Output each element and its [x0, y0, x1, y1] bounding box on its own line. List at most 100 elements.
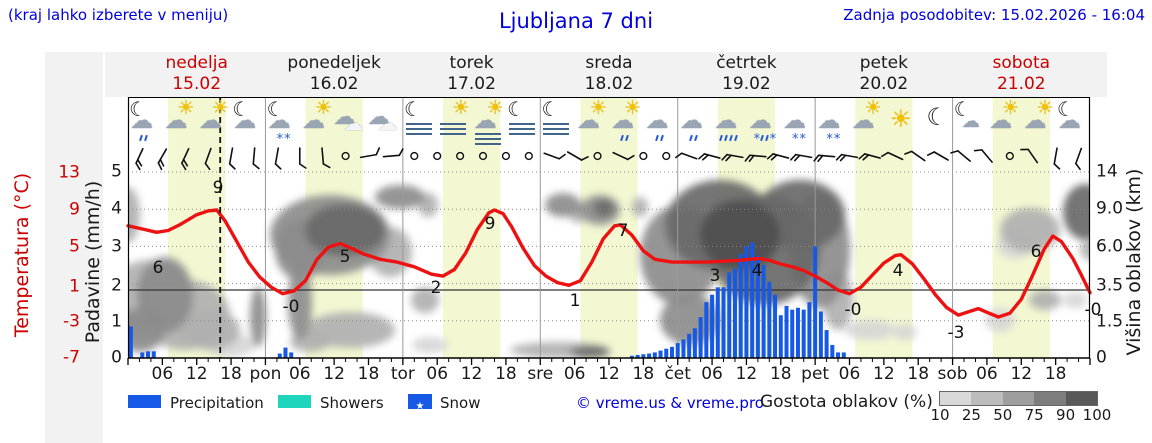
cloud-height-axis-tick: 1.5: [1096, 311, 1124, 332]
colorbar-tick-label: 75: [1024, 406, 1044, 424]
page-title: Ljubljana 7 dni: [498, 9, 654, 33]
snow-legend-label: Snow: [440, 394, 481, 412]
wind-barb-icon: [813, 154, 836, 163]
colorbar-tick-label: 10: [930, 406, 950, 424]
rain-mark: [144, 134, 149, 142]
meteogram-plot-area: ☾ ☁ ☀ ☁ ☀ ☁ ☾ ☁ ☾ ☁ ** ☀ ☁ ☁ ☁ ☁ ☁ ☾ ☀ ☀ ☁ ☾ ☾ ☀ ☁ ☀ ☁ ☁ ☁ ☁ ☁ * * ☁ ** ☁ **…: [126, 97, 1092, 365]
snowtx-glyph: *: [769, 132, 778, 147]
wind-calm-icon: [662, 151, 671, 161]
colorbar-segment: [971, 392, 1003, 405]
fog-icon: [509, 123, 536, 125]
snowtx-glyph: **: [791, 132, 807, 147]
fog-icon: [543, 123, 570, 125]
cloud-glyph: ☁: [782, 108, 806, 134]
wind-barb-icon: [181, 147, 190, 171]
colorbar-segment: [940, 392, 972, 405]
precip-axis-tick: 1: [111, 311, 122, 332]
temperature-label: 4: [751, 261, 763, 281]
colorbar-tick-label: 50: [993, 406, 1013, 424]
precip-axis-tick: 3: [111, 236, 122, 257]
precipitation-legend-swatch: [128, 395, 161, 408]
day-header: ponedeljek 16.02: [287, 53, 380, 95]
moon-glyph: ☾: [507, 97, 526, 121]
cloud-height-axis-tick: 3.5: [1096, 275, 1124, 296]
x-axis-tick-label: 18: [495, 364, 517, 384]
moon-glyph: ☾: [266, 97, 285, 121]
wind-calm-icon: [341, 151, 350, 161]
wind-barb-icon: [858, 153, 881, 161]
moon-glyph: ☾: [404, 97, 422, 121]
x-axis-tick-label: 06: [288, 364, 311, 384]
weather-icon-s: ☀: [883, 99, 919, 145]
colorbar-tick-label: 100: [1082, 406, 1112, 424]
temp-axis-tick: 9: [69, 199, 80, 220]
weather-icon-scf: ☀ ☁: [471, 99, 507, 145]
fog-icon: [474, 133, 501, 135]
x-axis-tick-label: tor: [390, 364, 415, 384]
rain-mark: [724, 134, 729, 142]
x-axis-tick-label: 18: [907, 364, 930, 384]
sun-glyph: ☀: [589, 97, 607, 119]
day-name: torek: [449, 53, 494, 73]
weather-icon-sc: ☀ ☁: [849, 99, 885, 145]
x-axis-tick-label: 12: [598, 364, 620, 384]
rain-mark: [689, 134, 693, 142]
weather-icon-crr: ☁: [711, 99, 747, 145]
cloud-glyph: ☁: [748, 108, 772, 134]
showers-legend-swatch: [278, 395, 311, 408]
plot-frame: [127, 97, 1091, 365]
wind-barb-icon: [204, 147, 212, 171]
credit-link[interactable]: © vreme.us & vreme.pro: [576, 394, 764, 412]
temperature-label: -0: [844, 300, 862, 320]
colorbar-segment: [1034, 392, 1066, 405]
weather-icon-cr: ☁: [643, 99, 679, 145]
weather-icon-cs: ☁ **: [780, 99, 816, 147]
snowtx-glyph: *: [753, 132, 762, 147]
day-date: 19.02: [722, 74, 771, 94]
x-axis-tick-label: 06: [976, 364, 998, 384]
cloud-glyph: ☁: [1057, 108, 1081, 134]
rain-mark: [620, 134, 625, 142]
cloudw-glyph: ☁: [343, 111, 364, 135]
wind-calm-icon: [478, 151, 488, 161]
weather-icon-scr: ☀ ☁: [608, 99, 644, 145]
cloud-height-axis-tick: 14: [1096, 161, 1118, 182]
wind-barb-icon: [904, 150, 926, 162]
temperature-label: 3: [709, 266, 721, 286]
weather-icon-msc: ☾ ☁: [952, 99, 988, 145]
rain-mark: [694, 134, 698, 142]
colorbar-segment: [1065, 392, 1098, 405]
snow-star-icon: ★: [415, 401, 425, 412]
day-header: sreda 18.02: [585, 53, 634, 95]
wind-barb-icon: [973, 149, 993, 163]
cloud-density-title: Gostota oblakov (%): [760, 392, 933, 412]
moon-glyph: ☾: [541, 97, 560, 121]
weather-icon-sf: ☀: [436, 99, 472, 145]
wind-barb-icon: [298, 147, 307, 169]
sun-glyph: ☀: [177, 97, 195, 119]
x-axis-tick-label: 12: [460, 364, 483, 384]
cloud-glyph: ☁: [1023, 108, 1047, 134]
wind-calm-icon: [456, 151, 465, 161]
temperature-label: -0: [1084, 300, 1102, 320]
x-axis-tick-label: 06: [701, 364, 723, 384]
moon-glyph: ☾: [232, 97, 251, 121]
wind-calm-icon: [433, 151, 442, 161]
cloud-glyph: ☁: [714, 108, 738, 134]
temperature-label: 6: [1030, 242, 1042, 262]
cloud-glyph: ☁: [130, 108, 154, 134]
weather-icon-cr: ☁: [677, 99, 713, 145]
fog-icon: [406, 123, 433, 125]
x-axis-tick-label: 06: [563, 364, 586, 384]
cloud-glyph: ☁: [989, 108, 1013, 134]
weather-icon-mcr: ☾ ☁: [127, 99, 163, 145]
wind-barb-icon: [950, 150, 971, 162]
cloudw-glyph: ☁: [377, 111, 398, 135]
x-axis-tick-label: 12: [873, 364, 895, 384]
fog-icon: [440, 123, 467, 125]
cloud-glyph: ☁: [576, 108, 600, 134]
weather-icon-sc: ☀ ☁: [1020, 99, 1056, 145]
rain-mark: [659, 134, 664, 142]
wind-barb-icon: [274, 147, 282, 170]
